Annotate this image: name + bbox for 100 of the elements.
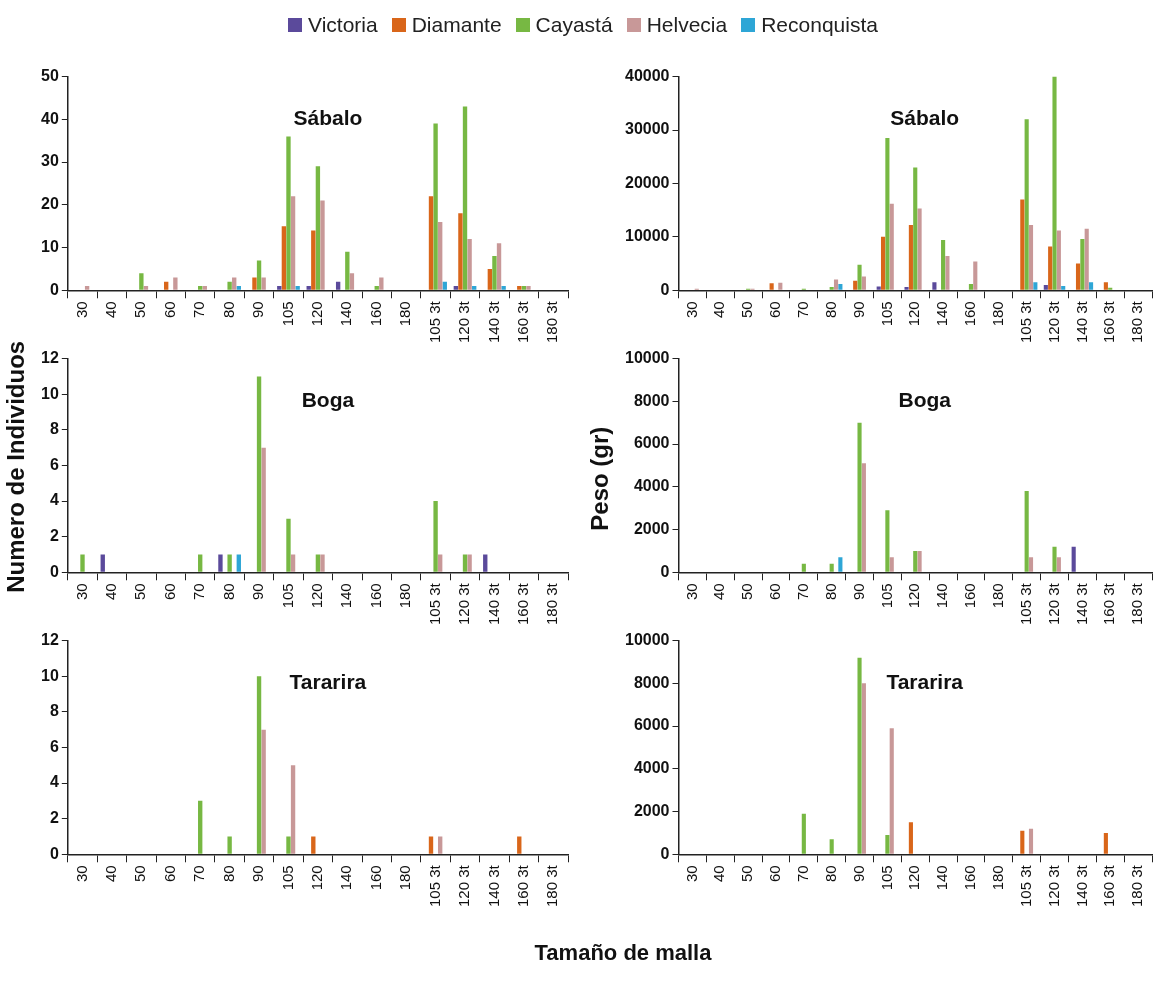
x-tick-label: 40 (102, 301, 120, 318)
x-tick-label: 80 (219, 301, 237, 318)
x-tick-label: 70 (793, 301, 811, 318)
bar (769, 283, 774, 290)
bar (261, 277, 266, 290)
x-tick-label: 105 3t (1016, 300, 1034, 344)
bar (286, 518, 291, 572)
bar (517, 836, 522, 854)
x-tick-label: 50 (131, 301, 149, 318)
x-tick-label: 90 (249, 301, 267, 318)
x-tick-label: 40 (710, 583, 728, 600)
bar (467, 239, 472, 290)
x-tick-label: 105 3t (1016, 864, 1034, 908)
x-tick-label: 90 (849, 865, 867, 882)
x-tick-label: 105 (877, 583, 895, 609)
bar (227, 836, 232, 854)
x-tick-label: 80 (219, 583, 237, 600)
y-tick-label: 4000 (633, 759, 670, 777)
text: Boga (898, 388, 952, 412)
x-tick-label: 160 3t (1100, 864, 1118, 908)
bar (487, 268, 493, 290)
bar (438, 836, 443, 854)
y-tick-label: 10 (41, 237, 59, 255)
x-tick-label: 50 (738, 865, 756, 882)
x-tick-label: 180 (988, 301, 1006, 327)
bar (290, 554, 296, 572)
x-tick-label: 140 (933, 865, 951, 891)
text: Tararira (289, 670, 367, 694)
x-tick-label: 120 (905, 583, 923, 609)
bar (261, 447, 266, 572)
y-tick-label: 6 (49, 455, 59, 473)
bar (1071, 546, 1076, 572)
x-tick-label: 120 3t (455, 864, 473, 908)
y-tick-label: 0 (49, 844, 59, 862)
bar (379, 277, 384, 290)
y-tick-label: 10 (41, 666, 59, 684)
bar (833, 279, 839, 290)
x-tick-label: 90 (249, 583, 267, 600)
x-tick-label: 160 (366, 583, 384, 609)
bar (526, 286, 531, 290)
bar (453, 286, 459, 290)
x-tick-label: 160 (961, 301, 979, 327)
bar (349, 273, 355, 290)
bar (829, 287, 834, 290)
bar (261, 729, 266, 854)
bar (100, 554, 105, 572)
y-tick-label: 10000 (624, 227, 670, 245)
bar (1024, 491, 1029, 572)
x-tick-label: 140 3t (484, 300, 502, 344)
bar (876, 286, 881, 290)
bar (885, 510, 890, 572)
x-tick-label: 180 3t (1128, 300, 1146, 344)
y-tick-label: 20 (41, 195, 59, 213)
x-tick-label: 120 3t (1044, 300, 1062, 344)
legend-label: Helvecia (646, 13, 728, 37)
bar (932, 282, 937, 290)
x-tick-label: 105 3t (425, 582, 443, 626)
bar (236, 554, 241, 572)
y-axis-title: Numero de Individuos (2, 340, 30, 593)
bar (252, 277, 257, 290)
x-tick-label: 140 3t (1072, 582, 1090, 626)
y-tick-label: 0 (49, 562, 59, 580)
bar (320, 200, 325, 290)
x-tick-label: 160 3t (514, 300, 532, 344)
bar (889, 557, 894, 572)
bar (433, 123, 438, 290)
bar (143, 286, 149, 290)
y-tick-label: 6000 (633, 434, 670, 452)
bar (290, 765, 296, 854)
x-tick-label: 60 (766, 865, 784, 882)
x-tick-label: 160 (961, 583, 979, 609)
bar (857, 657, 862, 854)
bar (1020, 830, 1025, 854)
bar (1024, 119, 1029, 290)
x-tick-label: 40 (710, 301, 728, 318)
y-tick-label: 4 (49, 491, 59, 509)
bar (84, 286, 90, 290)
bar (861, 276, 866, 290)
y-tick-label: 40 (41, 109, 59, 127)
bar (1080, 239, 1085, 290)
bar (1075, 263, 1081, 290)
y-tick-label: 8 (49, 702, 59, 720)
bar (829, 563, 834, 572)
x-tick-label: 180 3t (543, 582, 561, 626)
bar (198, 554, 203, 572)
x-tick-label: 30 (682, 583, 700, 600)
x-tick-label: 60 (160, 583, 178, 600)
bar (1048, 246, 1053, 290)
x-tick-label: 30 (682, 865, 700, 882)
y-tick-label: 30000 (624, 120, 670, 138)
bar (290, 196, 296, 290)
legend-label: Diamante (411, 13, 502, 37)
x-tick-label: 180 (396, 583, 414, 609)
text: Sábalo (890, 106, 960, 130)
bar (311, 230, 316, 290)
y-tick-label: 6 (49, 737, 59, 755)
x-tick-label: 60 (160, 301, 178, 318)
bar (472, 286, 477, 290)
bar (80, 554, 85, 572)
bar (908, 225, 913, 290)
